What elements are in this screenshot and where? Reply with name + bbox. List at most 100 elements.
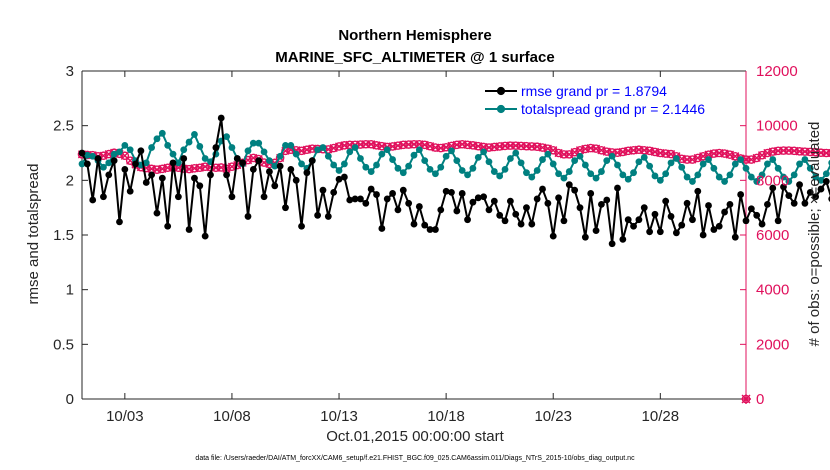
y-tick-label-right: 8000 xyxy=(756,172,789,189)
possible-obs-point xyxy=(522,141,531,151)
totalspread-point xyxy=(672,155,680,162)
totalspread-point xyxy=(110,150,118,158)
rmse-point xyxy=(324,213,332,220)
totalspread-point xyxy=(506,155,514,162)
totalspread-point xyxy=(619,171,627,179)
chart-title-line-2: MARINE_SFC_ALTIMETER @ 1 surface xyxy=(275,49,554,66)
rmse-point xyxy=(105,171,113,179)
x-tick-label: 10/18 xyxy=(427,408,465,425)
rmse-point xyxy=(721,208,728,216)
totalspread-point xyxy=(201,155,209,162)
legend-label-rmse: rmse grand pr = 1.8794 xyxy=(521,83,667,99)
totalspread-point xyxy=(223,133,230,141)
x-tick-label: 10/03 xyxy=(106,408,144,425)
rmse-point xyxy=(689,216,696,224)
totalspread-point xyxy=(421,157,429,165)
possible-obs-point xyxy=(800,147,810,156)
rmse-point xyxy=(662,197,670,205)
rmse-point xyxy=(201,232,209,240)
totalspread-point xyxy=(640,153,648,161)
rmse-point xyxy=(223,171,230,179)
totalspread-point xyxy=(373,161,380,169)
x-tick-label: 10/23 xyxy=(534,408,572,425)
totalspread-point xyxy=(656,176,664,184)
totalspread-point xyxy=(362,163,370,171)
rmse-point xyxy=(672,229,680,237)
rmse-point xyxy=(266,168,273,175)
rmse-point xyxy=(705,202,712,209)
rmse-point xyxy=(244,213,252,220)
totalspread-point xyxy=(774,164,782,172)
totalspread-point xyxy=(790,171,798,179)
totalspread-point xyxy=(544,150,552,158)
totalspread-point xyxy=(83,151,91,159)
rmse-point xyxy=(335,175,343,183)
rmse-point xyxy=(442,187,450,195)
totalspread-point xyxy=(469,164,477,172)
totalspread-point xyxy=(747,173,755,181)
possible-obs-point xyxy=(634,145,644,155)
totalspread-point xyxy=(667,159,675,167)
possible-obs-point xyxy=(490,142,499,152)
rmse-point xyxy=(571,186,579,194)
rmse-point xyxy=(362,199,370,207)
rmse-point xyxy=(346,196,354,204)
chart-title-line-1: Northern Hemisphere xyxy=(338,27,491,44)
rmse-point xyxy=(603,196,611,204)
totalspread-point xyxy=(801,156,809,163)
rmse-point xyxy=(185,226,193,233)
rmse-point xyxy=(180,155,188,162)
rmse-point xyxy=(142,179,150,186)
rmse-point xyxy=(796,181,803,189)
possible-obs-point xyxy=(639,145,649,155)
rmse-point xyxy=(619,235,627,243)
evaluated-obs-point xyxy=(757,151,767,160)
rmse-point xyxy=(217,114,225,122)
possible-obs-point xyxy=(816,148,826,158)
rmse-point xyxy=(790,199,798,207)
rmse-point xyxy=(148,171,156,179)
evaluated-obs-point xyxy=(827,148,830,158)
totalspread-point xyxy=(196,143,204,150)
totalspread-point xyxy=(678,163,686,171)
totalspread-point xyxy=(405,162,413,170)
y-tick-label-left: 2 xyxy=(66,172,74,189)
y-tick-label-right: 12000 xyxy=(756,63,798,80)
rmse-point xyxy=(228,193,236,201)
totalspread-point xyxy=(549,160,557,168)
totalspread-point xyxy=(769,156,777,163)
possible-obs-point xyxy=(495,142,504,151)
totalspread-point xyxy=(715,173,723,181)
rmse-point xyxy=(383,195,391,203)
rmse-point xyxy=(314,211,322,219)
totalspread-point xyxy=(726,171,734,179)
totalspread-point xyxy=(630,169,637,177)
totalspread-point xyxy=(148,144,156,151)
y-tick-label-left: 0.5 xyxy=(53,336,74,353)
totalspread-point xyxy=(244,147,252,155)
totalspread-point xyxy=(121,141,129,149)
possible-obs-point xyxy=(789,146,799,156)
plot-background xyxy=(82,71,746,399)
rmse-point xyxy=(116,218,123,226)
rmse-point xyxy=(512,210,520,218)
rmse-point xyxy=(89,196,97,204)
rmse-point xyxy=(276,162,284,170)
totalspread-point xyxy=(689,178,696,185)
totalspread-point xyxy=(271,162,279,170)
rmse-point xyxy=(78,149,86,157)
possible-obs-point xyxy=(506,141,515,150)
rmse-point xyxy=(523,204,530,212)
x-tick-label: 10/28 xyxy=(642,408,680,425)
rmse-point xyxy=(699,231,707,239)
rmse-point xyxy=(121,166,129,173)
rmse-point xyxy=(753,211,761,219)
totalspread-point xyxy=(635,158,643,166)
totalspread-point xyxy=(432,170,439,178)
totalspread-point xyxy=(292,150,300,158)
rmse-point xyxy=(598,200,605,208)
rmse-point xyxy=(640,204,648,212)
totalspread-point xyxy=(560,174,568,182)
totalspread-point xyxy=(351,144,359,151)
possible-obs-point xyxy=(527,142,537,151)
